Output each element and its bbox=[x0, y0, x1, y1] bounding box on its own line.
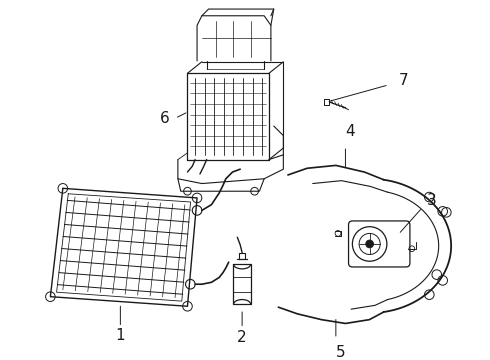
Text: 3: 3 bbox=[427, 193, 437, 208]
Text: 6: 6 bbox=[160, 111, 170, 126]
Text: 4: 4 bbox=[345, 124, 355, 139]
Text: 5: 5 bbox=[336, 345, 345, 360]
Text: 1: 1 bbox=[116, 328, 125, 342]
FancyBboxPatch shape bbox=[348, 221, 410, 267]
Circle shape bbox=[366, 240, 373, 248]
Bar bbox=[234, 264, 251, 304]
Text: 7: 7 bbox=[398, 73, 408, 89]
Text: 2: 2 bbox=[237, 330, 247, 345]
